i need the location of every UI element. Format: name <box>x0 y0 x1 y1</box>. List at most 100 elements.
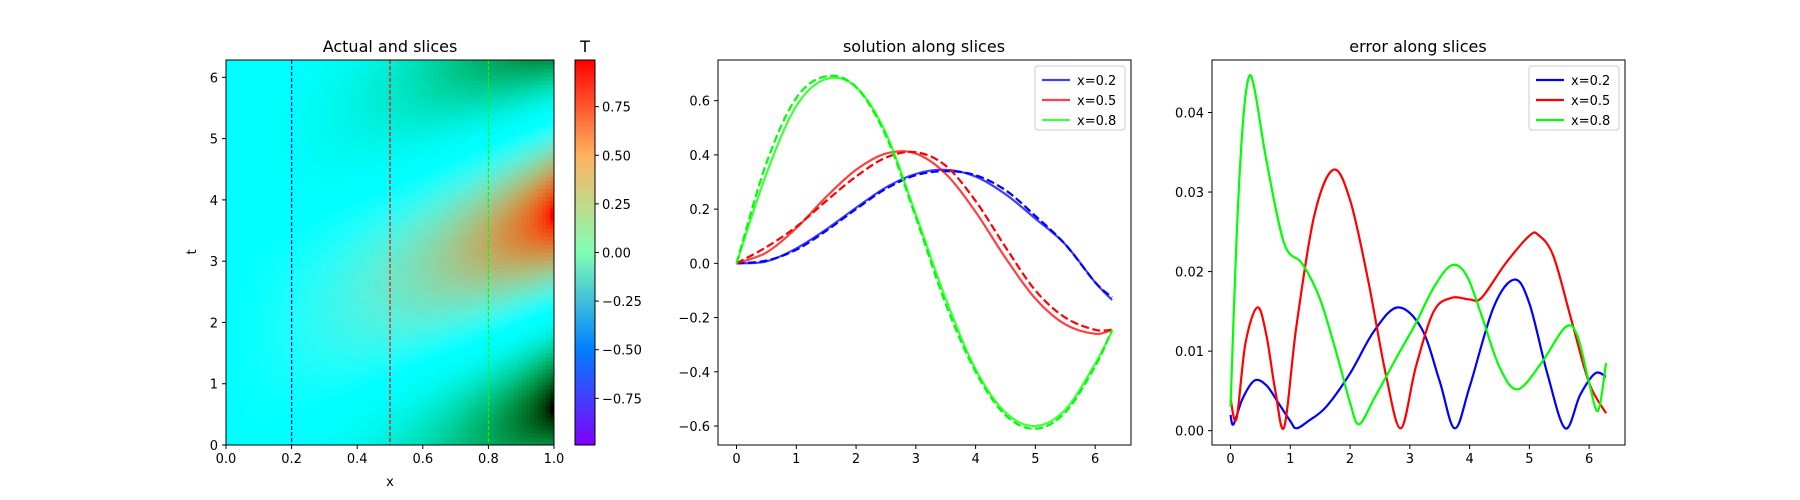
heatmap-cell <box>426 84 431 89</box>
heatmap-cell <box>414 404 419 410</box>
heatmap-cell <box>374 252 379 258</box>
heatmap-cell <box>286 116 291 121</box>
heatmap-cell <box>322 364 327 370</box>
heatmap-cell <box>370 360 375 366</box>
heatmap-cell <box>306 76 311 81</box>
heatmap-cell <box>418 412 423 418</box>
heatmap-cell <box>378 80 383 85</box>
heatmap-cell <box>250 416 255 422</box>
heatmap-cell <box>326 120 331 125</box>
heatmap-cell <box>390 312 395 318</box>
heatmap-cell <box>414 348 419 354</box>
heatmap-cell <box>278 440 283 445</box>
heatmap-cell <box>362 200 367 205</box>
heatmap-cell <box>390 288 395 294</box>
heatmap-cell <box>322 136 327 141</box>
heatmap-cell <box>302 172 307 177</box>
heatmap-cell <box>366 344 371 350</box>
heatmap-cell <box>258 88 263 93</box>
heatmap-cell <box>422 376 427 382</box>
heatmap-cell <box>278 188 283 193</box>
heatmap-cell <box>346 228 351 234</box>
heatmap-cell <box>342 284 347 290</box>
heatmap-cell <box>358 240 363 246</box>
heatmap-cell <box>250 324 255 330</box>
heatmap-cell <box>346 268 351 274</box>
heatmap-cell <box>430 348 435 354</box>
heatmap-cell <box>250 192 255 197</box>
heatmap-cell <box>318 348 323 354</box>
heatmap-cell <box>250 296 255 302</box>
heatmap-cell <box>250 88 255 93</box>
heatmap-cell <box>362 212 367 218</box>
heatmap-cell <box>422 120 427 125</box>
heatmap-cell <box>358 312 363 318</box>
heatmap-cell <box>418 368 423 374</box>
heatmap-cell <box>294 308 299 314</box>
heatmap-cell <box>370 316 375 322</box>
heatmap-cell <box>322 160 327 165</box>
heatmap-cell <box>410 128 415 133</box>
heatmap-cell <box>422 300 427 306</box>
heatmap-cell <box>338 368 343 374</box>
heatmap-cell <box>246 68 251 73</box>
heatmap-cell <box>382 100 387 105</box>
heatmap-cell <box>270 172 275 177</box>
heatmap-cell <box>302 124 307 129</box>
heatmap-cell <box>250 364 255 370</box>
heatmap-cell <box>298 244 303 250</box>
heatmap-cell <box>286 244 291 250</box>
heatmap-cell <box>406 156 411 161</box>
heatmap-cell <box>322 332 327 338</box>
heatmap-cell <box>238 164 243 169</box>
heatmap-cell <box>278 304 283 310</box>
heatmap-cell <box>250 372 255 378</box>
heatmap-cell <box>266 440 271 445</box>
heatmap-cell <box>266 388 271 394</box>
heatmap-cell <box>250 336 255 342</box>
heatmap-cell <box>234 100 239 105</box>
heatmap-cell <box>370 412 375 418</box>
heatmap-cell <box>294 152 299 157</box>
heatmap-cell <box>330 404 335 410</box>
heatmap-cell <box>382 352 387 358</box>
heatmap-cell <box>294 272 299 278</box>
heatmap-cell <box>294 116 299 121</box>
heatmap-cell <box>290 404 295 410</box>
heatmap-cell <box>362 76 367 81</box>
heatmap-cell <box>286 344 291 350</box>
heatmap-cell <box>426 196 431 201</box>
heatmap-cell <box>302 236 307 242</box>
heatmap-cell <box>370 428 375 434</box>
heatmap-cell <box>422 116 427 121</box>
heatmap-cell <box>346 284 351 290</box>
heatmap-cell <box>410 428 415 434</box>
heatmap-cell <box>246 356 251 362</box>
heatmap-cell <box>326 124 331 129</box>
heatmap-cell <box>262 324 267 330</box>
heatmap-cell <box>258 160 263 165</box>
heatmap-cell <box>278 372 283 378</box>
heatmap-cell <box>278 128 283 133</box>
heatmap-cell <box>342 104 347 109</box>
heatmap-cell <box>234 388 239 394</box>
heatmap-cell <box>258 440 263 445</box>
heatmap-cell <box>242 120 247 125</box>
heatmap-cell <box>422 216 427 222</box>
heatmap-cell <box>262 268 267 274</box>
heatmap-cell <box>286 396 291 402</box>
heatmap-cell <box>350 356 355 362</box>
heatmap-cell <box>278 152 283 157</box>
heatmap-cell <box>250 404 255 410</box>
heatmap-cell <box>402 208 407 213</box>
heatmap-cell <box>370 172 375 177</box>
heatmap-cell <box>390 240 395 246</box>
heatmap-cell <box>318 104 323 109</box>
heatmap-cell <box>358 152 363 157</box>
heatmap-cell <box>346 144 351 149</box>
heatmap-cell <box>318 352 323 358</box>
heatmap-cell <box>294 112 299 117</box>
heatmap-cell <box>234 124 239 129</box>
heatmap-cell <box>346 404 351 410</box>
heatmap-cell <box>234 412 239 418</box>
